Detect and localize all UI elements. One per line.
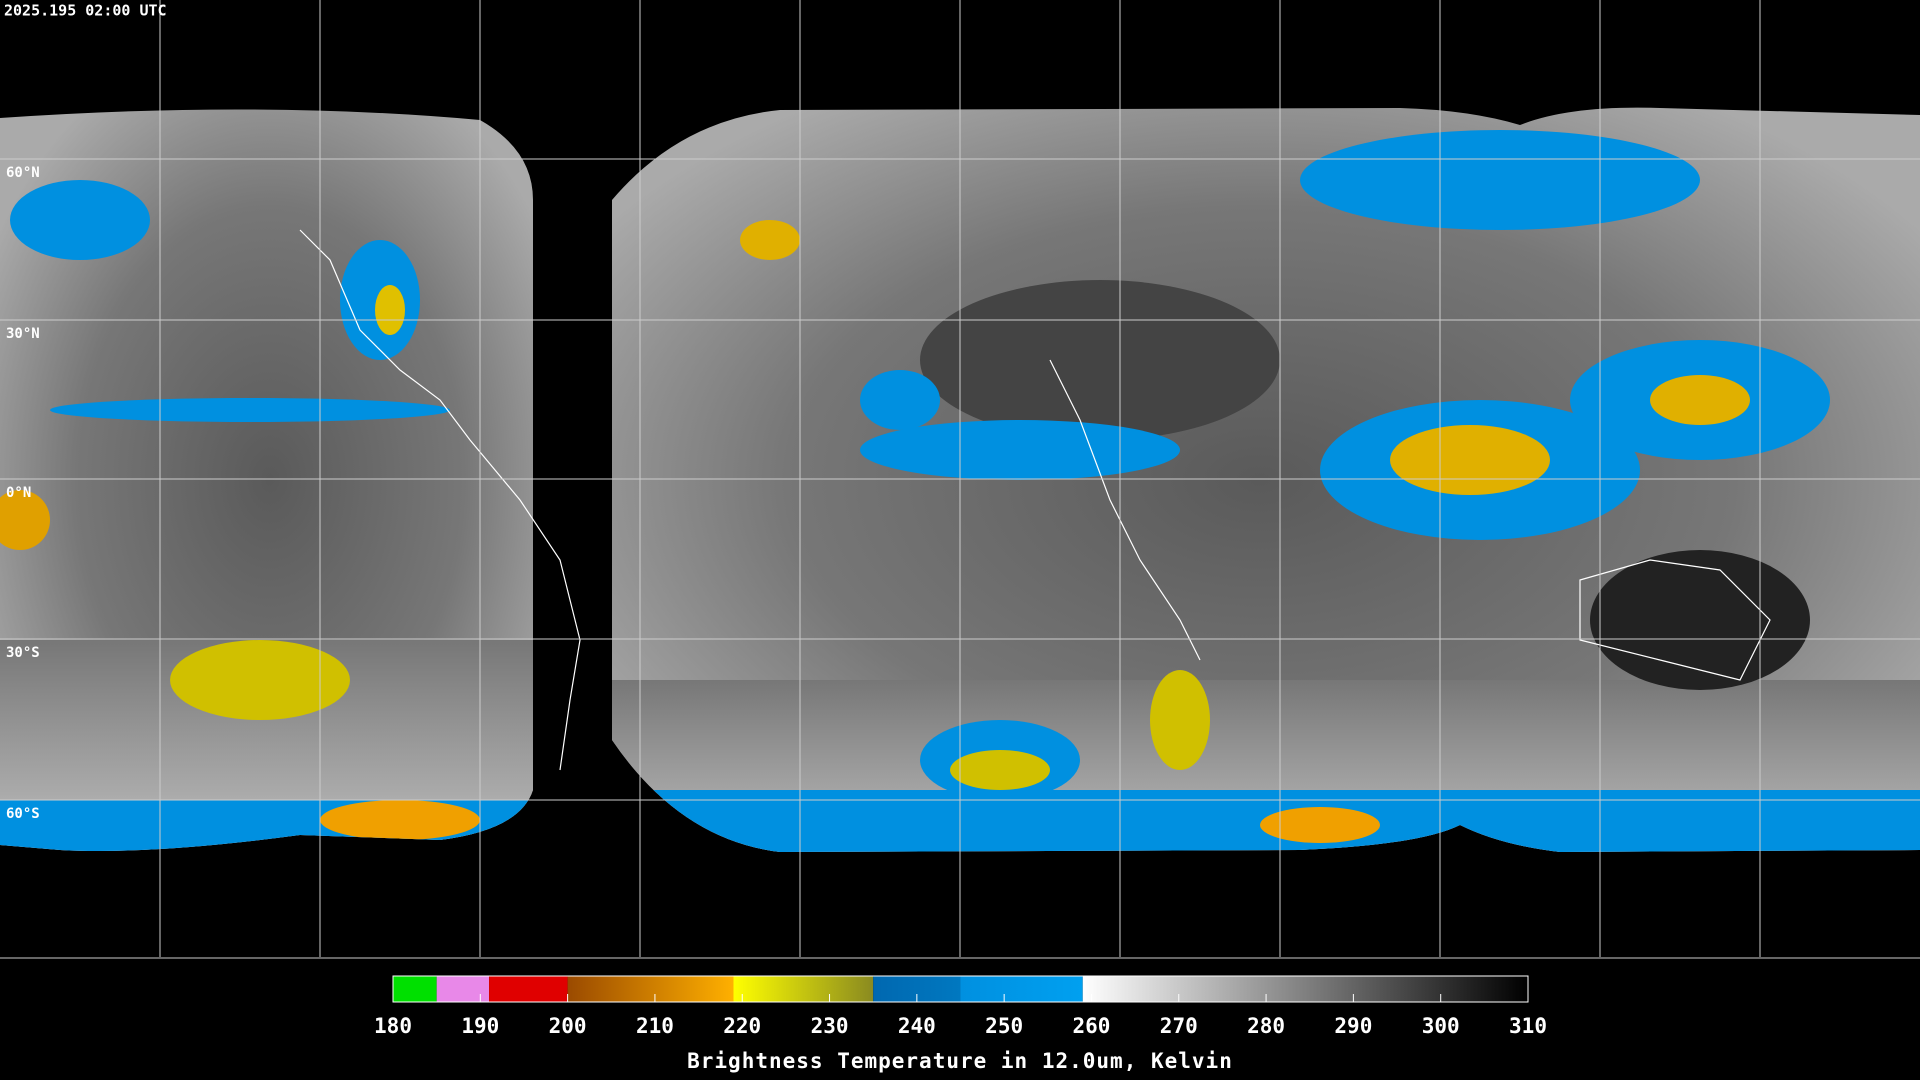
colorbar-tick-label: 300 (1422, 1014, 1460, 1038)
colorbar-tick-label: 260 (1072, 1014, 1110, 1038)
colorbar-tick-label: 210 (636, 1014, 674, 1038)
colorbar-segment (393, 976, 437, 1002)
colorbar-tick-label: 310 (1509, 1014, 1547, 1038)
colorbar-tick-label: 290 (1334, 1014, 1372, 1038)
lat-label: 30°S (6, 645, 40, 661)
graticule (0, 0, 1920, 957)
colorbar-tick-label: 270 (1160, 1014, 1198, 1038)
lat-label: 60°N (6, 165, 40, 181)
colorbar-tick-label: 180 (374, 1014, 412, 1038)
colorbar-segment (489, 976, 568, 1002)
colorbar: 180 190 200 210 220 230 240 250 260 270 280 290 300 3… (374, 975, 1547, 1038)
lat-label: 0°N (6, 485, 31, 501)
imagery-east (612, 107, 1920, 852)
colorbar-tick-label: 200 (549, 1014, 587, 1038)
lat-label: 60°S (6, 806, 40, 822)
lat-label: 30°N (6, 326, 40, 342)
colorbar-tick-label: 220 (723, 1014, 761, 1038)
colorbar-segment (960, 976, 1083, 1002)
colorbar-tick-label: 240 (898, 1014, 936, 1038)
colorbar-label: Brightness Temperature in 12.0um, Kelvin (687, 1049, 1233, 1073)
colorbar-tick-label: 250 (985, 1014, 1023, 1038)
colorbar-tick-label: 280 (1247, 1014, 1285, 1038)
colorbar-tick-label: 190 (461, 1014, 499, 1038)
imagery-west (0, 109, 533, 851)
colorbar-segment (436, 976, 490, 1002)
colorbar-segment (733, 976, 874, 1002)
colorbar-segment (567, 976, 734, 1002)
coastline (299, 229, 1771, 771)
timestamp: 2025.195 02:00 UTC (4, 2, 167, 20)
colorbar-segment (1082, 976, 1528, 1002)
colorbar-tick-label: 230 (811, 1014, 849, 1038)
colorbar-frame (392, 975, 1529, 1003)
